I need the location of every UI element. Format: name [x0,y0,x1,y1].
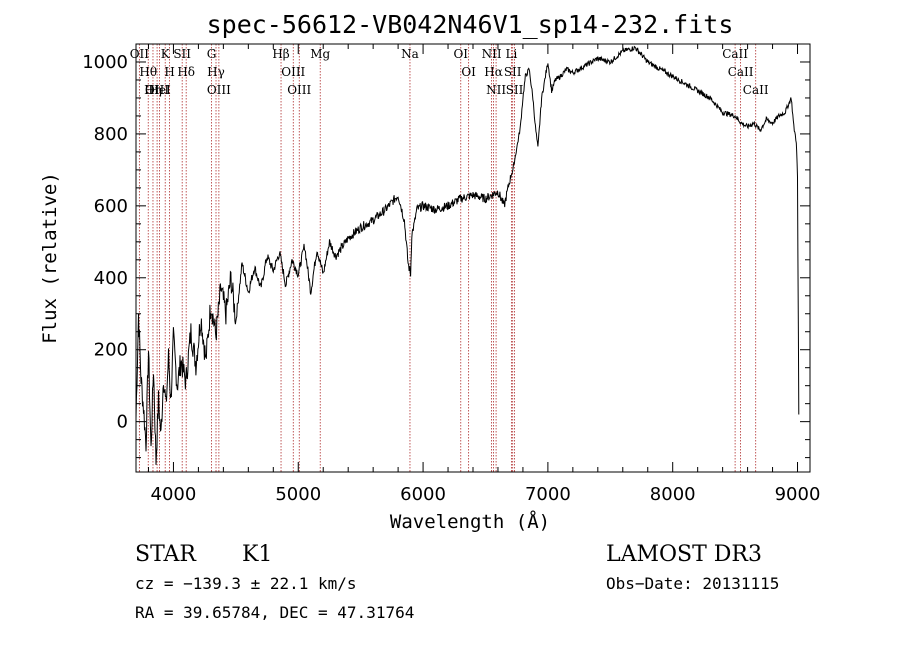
emission-line-markers [138,44,757,472]
emission-line-label: NII [486,83,506,97]
emission-line-label: Li [506,47,518,61]
emission-line-label: SII [173,47,191,61]
emission-line-label: Hβ [272,47,289,61]
emission-line-label: H [164,65,174,79]
x-tick-label: 4000 [151,484,197,505]
observation-date: Obs−Date: 20131115 [606,574,779,593]
y-axis-ticks: 0 200 400 600 800 1000 [82,52,810,459]
x-tick-label: 7000 [525,484,571,505]
chart-title: spec-56612-VB042N46V1_sp14-232.fits [207,10,734,39]
emission-line-label: CaII [743,83,769,97]
x-tick-label: 6000 [400,484,446,505]
emission-line-label: OIII [145,83,169,97]
emission-line-label: OIII [287,83,311,97]
emission-line-labels: OIIHθHηOIIIHeIKHSIIHδGHγOIIIHβOIIIOIIIMg… [130,47,769,97]
emission-line-label: Hδ [177,65,195,79]
emission-line-label: SII [506,83,524,97]
emission-line-label: HeI [148,83,171,97]
emission-line-label: Hα [484,65,503,79]
emission-line-label: OI [461,65,476,79]
y-tick-label: 200 [94,340,128,361]
x-tick-label: 5000 [275,484,321,505]
y-tick-label: 0 [117,412,128,433]
emission-line-label: Hθ [139,65,157,79]
y-tick-label: 600 [94,196,128,217]
spectrum-line [135,45,800,465]
y-tick-label: 1000 [82,52,128,73]
emission-line-label: G [207,47,217,61]
y-tick-label: 800 [94,124,128,145]
plot-frame [135,43,811,473]
y-tick-label: 400 [94,268,128,289]
emission-line-label: SII [504,65,522,79]
emission-line-label: Na [401,47,419,61]
coordinates: RA = 39.65784, DEC = 47.31764 [135,603,414,622]
object-subclass: K1 [242,542,272,567]
emission-line-label: K [161,47,171,61]
emission-line-label: OIII [207,83,231,97]
x-tick-label: 9000 [775,484,821,505]
object-class: STAR [135,542,197,567]
emission-line-label: Hγ [207,65,225,79]
survey-name: LAMOST DR3 [606,542,762,567]
emission-line-label: OII [130,47,150,61]
redshift-cz: cz = −139.3 ± 22.1 km/s [135,574,357,593]
emission-line-label: CaII [722,47,748,61]
emission-line-label: Hη [144,83,162,97]
emission-line-label: OI [453,47,468,61]
x-axis-ticks: 4000 5000 6000 7000 8000 9000 [147,44,821,505]
emission-line-label: OIII [281,65,305,79]
emission-line-label: Mg [310,47,330,61]
emission-line-label: CaII [728,65,754,79]
x-axis-label: Wavelength (Å) [390,510,550,533]
y-axis-label: Flux (relative) [39,172,61,344]
emission-line-label: NII [482,47,502,61]
x-tick-label: 8000 [650,484,696,505]
